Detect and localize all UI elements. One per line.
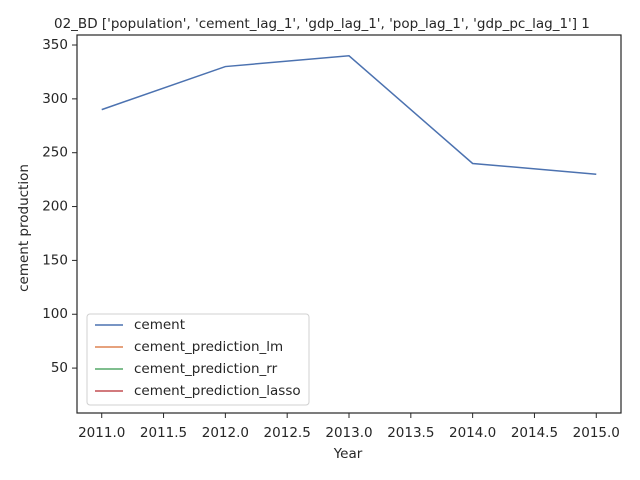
x-axis-label: Year xyxy=(333,446,363,462)
legend-label: cement xyxy=(134,317,185,333)
x-tick-label: 2013.5 xyxy=(387,425,434,441)
y-axis-label: cement production xyxy=(16,164,32,292)
y-tick-label: 350 xyxy=(42,37,68,53)
series-line xyxy=(101,55,597,175)
x-tick-label: 2012.0 xyxy=(202,425,249,441)
legend-label: cement_prediction_lm xyxy=(134,339,283,355)
chart-title: 02_BD ['population', 'cement_lag_1', 'gd… xyxy=(54,16,590,32)
y-tick-label: 200 xyxy=(42,199,68,215)
legend-label: cement_prediction_lasso xyxy=(134,383,301,399)
y-tick-label: 100 xyxy=(42,306,68,322)
plot-frame xyxy=(76,34,622,414)
x-tick-label: 2011.0 xyxy=(78,425,125,441)
y-tick-label: 250 xyxy=(42,145,68,161)
x-tick-label: 2015.0 xyxy=(573,425,620,441)
x-tick-label: 2012.5 xyxy=(264,425,311,441)
y-tick-label: 50 xyxy=(51,360,68,376)
x-tick-label: 2013.0 xyxy=(325,425,372,441)
legend-box xyxy=(86,313,310,406)
x-tick-label: 2014.0 xyxy=(449,425,496,441)
y-tick-label: 150 xyxy=(42,252,68,268)
x-tick-label: 2011.5 xyxy=(140,425,187,441)
x-tick-label: 2014.5 xyxy=(511,425,558,441)
legend-label: cement_prediction_rr xyxy=(134,361,278,377)
y-tick-label: 300 xyxy=(42,91,68,107)
